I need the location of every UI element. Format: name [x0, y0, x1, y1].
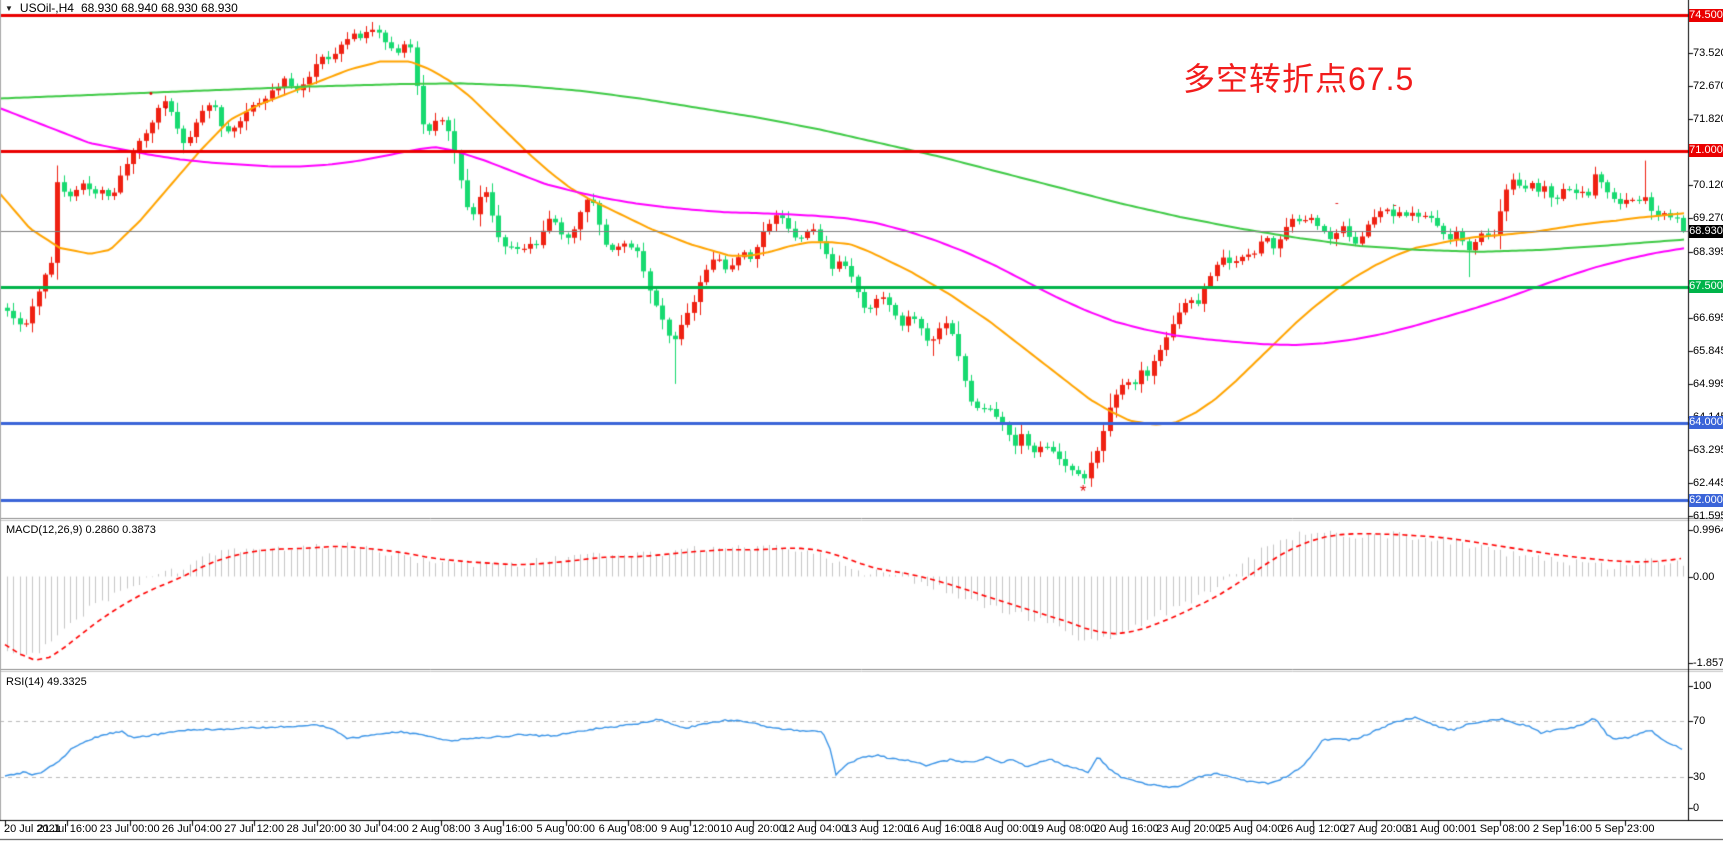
- time-axis-label: 20 Jul 2021: [4, 823, 61, 835]
- time-axis-label: 26 Jul 04:00: [161, 823, 222, 835]
- time-axis-label: 13 Aug 12:00: [844, 823, 910, 835]
- chart-annotation-text: 多空转折点67.5: [1183, 61, 1415, 97]
- panel-separator-macd[interactable]: [0, 516, 1688, 522]
- price-level-tag: 67.500: [1689, 280, 1723, 294]
- chart-title: ▼ USOil-,H4 68.930 68.940 68.930 68.930: [5, 1, 238, 15]
- time-axis-label: 2 Aug 08:00: [411, 823, 471, 835]
- time-axis-label: 28 Jul 20:00: [286, 823, 347, 835]
- price-level-tag: 71.000: [1689, 144, 1723, 158]
- rsi-indicator-label: RSI(14) 49.3325: [6, 676, 87, 688]
- price-tick-label: 66.695: [1693, 312, 1723, 325]
- time-axis-label: 1 Sep 08:00: [1470, 823, 1530, 835]
- price-tick-label: 62.445: [1693, 477, 1723, 490]
- price-tick-label: 63.295: [1693, 444, 1723, 457]
- rsi-tick-label: 70: [1693, 714, 1706, 727]
- price-tick-label: 61.595: [1693, 510, 1723, 523]
- time-axis-label: 5 Sep 23:00: [1595, 823, 1655, 835]
- time-axis-label: 31 Aug 00:00: [1405, 823, 1471, 835]
- time-axis-label: 23 Aug 20:00: [1156, 823, 1222, 835]
- time-axis-label: 12 Aug 04:00: [782, 823, 848, 835]
- time-axis-label: 5 Aug 00:00: [536, 823, 596, 835]
- time-axis-label: 30 Jul 04:00: [348, 823, 409, 835]
- price-tick-label: 64.995: [1693, 378, 1723, 391]
- price-tick-label: 65.845: [1693, 345, 1723, 358]
- macd-tick-label: 0.00: [1693, 570, 1715, 583]
- time-axis-label: 23 Jul 00:00: [99, 823, 160, 835]
- price-level-tag: 64.000: [1689, 416, 1723, 430]
- time-axis-label: 18 Aug 00:00: [969, 823, 1035, 835]
- time-axis-label: 26 Aug 12:00: [1280, 823, 1346, 835]
- time-axis-label: 9 Aug 12:00: [660, 823, 720, 835]
- time-axis-label: 27 Jul 12:00: [224, 823, 285, 835]
- symbol-period-label: USOil-,H4: [19, 1, 74, 15]
- current-price-tag: 68.930: [1689, 224, 1723, 238]
- rsi-tick-label: 0: [1693, 802, 1700, 814]
- price-tick-label: 70.120: [1693, 179, 1723, 192]
- macd-indicator-label: MACD(12,26,9) 0.2860 0.3873: [6, 524, 156, 536]
- time-axis-label: 6 Aug 08:00: [598, 823, 658, 835]
- rsi-tick-label: 30: [1693, 770, 1706, 783]
- time-axis-label: 16 Aug 16:00: [907, 823, 972, 835]
- symbol-dropdown-icon[interactable]: ▼: [5, 3, 13, 13]
- time-axis-label: 3 Aug 16:00: [474, 823, 533, 835]
- ohlc-readout: 68.930 68.940 68.930 68.930: [80, 1, 238, 15]
- macd-tick-label: 0.9964: [1693, 523, 1723, 536]
- price-tick-label: 69.270: [1693, 212, 1723, 225]
- time-axis-label: 27 Aug 20:00: [1343, 823, 1409, 835]
- price-level-tag: 74.500: [1689, 8, 1723, 22]
- time-axis-label: 19 Aug 08:00: [1031, 823, 1097, 835]
- macd-tick-label: -1.8579: [1693, 657, 1723, 669]
- price-tick-label: 72.670: [1693, 80, 1723, 93]
- time-axis-label: 2 Sep 16:00: [1532, 823, 1593, 835]
- time-axis-label: 10 Aug 20:00: [720, 823, 786, 835]
- time-axis-label: 21 Jul 16:00: [37, 823, 98, 835]
- price-tick-label: 71.820: [1693, 113, 1723, 126]
- time-axis-label: 25 Aug 04:00: [1218, 823, 1284, 835]
- panel-separator-rsi[interactable]: [0, 668, 1688, 674]
- price-tick-label: 68.395: [1693, 246, 1723, 259]
- time-axis-label: 20 Aug 16:00: [1093, 823, 1159, 835]
- rsi-tick-label: 100: [1693, 680, 1712, 692]
- price-level-tag: 62.000: [1689, 493, 1723, 507]
- price-tick-label: 73.520: [1693, 47, 1723, 60]
